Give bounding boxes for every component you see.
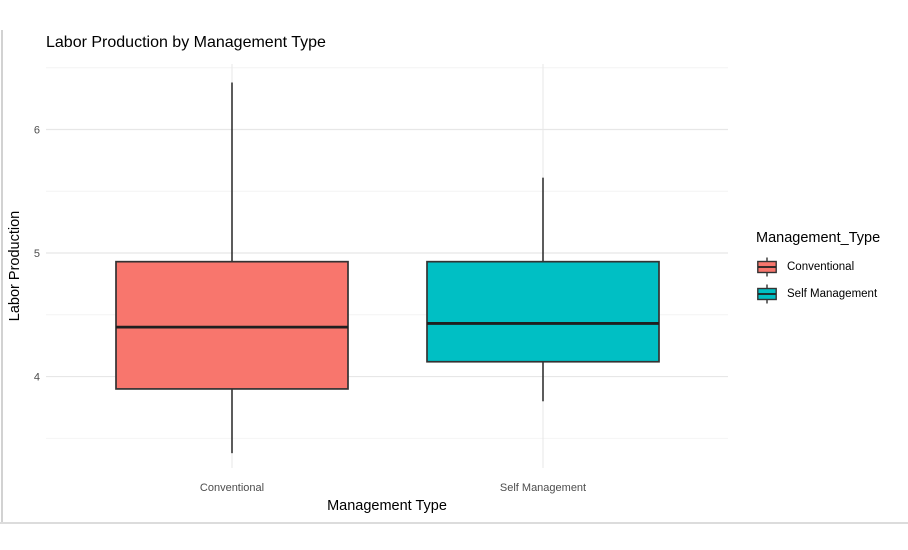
legend-entry: Conventional [756,256,880,278]
y-tick-label: 5 [34,248,40,260]
pane-border-left [1,30,3,524]
legend-key-boxplot-icon [757,257,777,277]
legend-entry-label: Conventional [787,261,855,273]
legend-key-boxplot-icon [757,284,777,304]
x-tick-label: Self Management [500,482,586,494]
pane-border-bottom [0,522,908,524]
legend-entry-label: Self Management [787,288,878,300]
x-axis-title: Management Type [327,498,447,514]
chart-title: Labor Production by Management Type [46,34,326,51]
legend: Management_Type Conventional Self Managem… [756,230,880,310]
x-tick-label: Conventional [200,482,264,494]
legend-entry: Self Management [756,283,880,305]
y-tick-label: 4 [34,372,40,384]
legend-title: Management_Type [756,230,881,246]
y-tick-label: 6 [34,124,40,136]
legend-entries: Conventional Self Management [756,256,880,305]
box-self-management [426,260,660,363]
box-conventional [115,260,349,390]
